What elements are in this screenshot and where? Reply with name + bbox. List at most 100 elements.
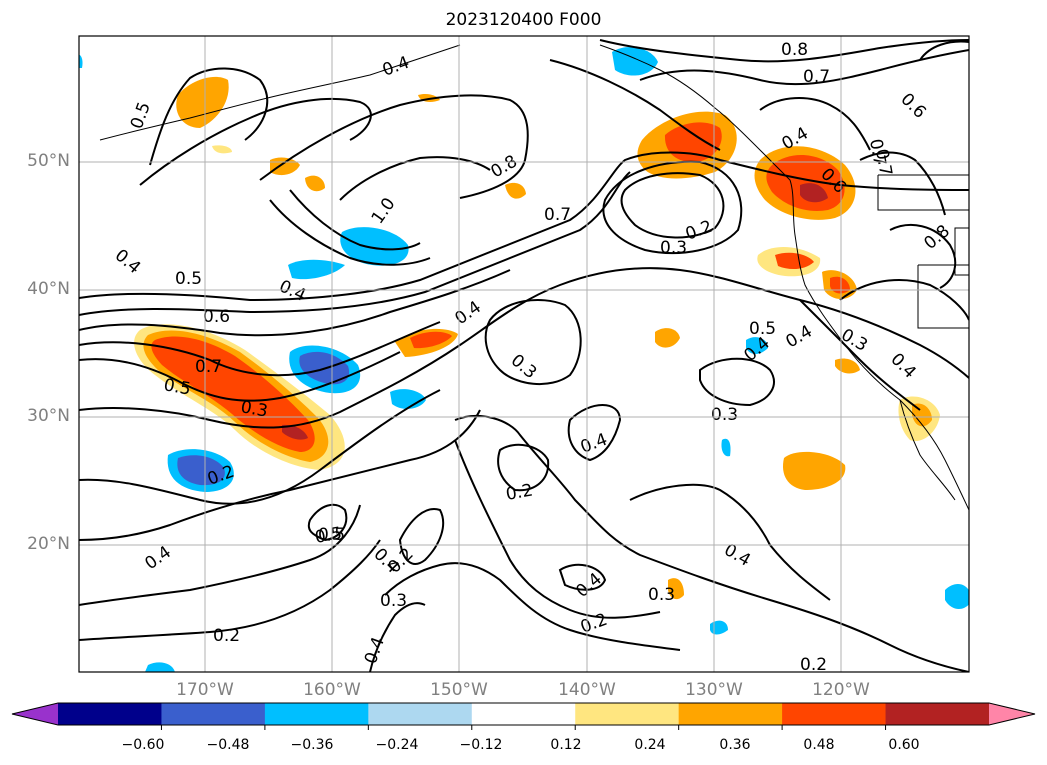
shaded-positive-region xyxy=(305,175,325,192)
contour-line xyxy=(79,151,969,302)
colorbar-segment xyxy=(575,703,680,725)
colorbar-tick-label: 0.12 xyxy=(550,737,582,753)
shaded-positive-region xyxy=(782,451,846,490)
lon-label: 170°W xyxy=(176,680,234,700)
contour-label: 0.8 xyxy=(781,40,808,60)
colorbar-tick-label: 0.60 xyxy=(888,737,920,753)
contour-line xyxy=(289,189,421,251)
lat-label: 20°N xyxy=(27,534,70,554)
colorbar-extend-high xyxy=(989,703,1035,725)
contour-label: 0.5 xyxy=(162,375,192,399)
contour-line xyxy=(484,299,582,386)
contour-line xyxy=(549,59,721,151)
contour-line xyxy=(384,562,681,651)
contour-label: 0.5 xyxy=(175,269,202,289)
shaded-negative-region xyxy=(746,337,768,354)
contour-line xyxy=(79,389,441,505)
shaded-negative-region xyxy=(288,259,345,280)
contour-label: 0.3 xyxy=(660,238,687,258)
shaded-negative-region xyxy=(945,584,969,609)
contour-label: 0.3 xyxy=(239,397,269,421)
colorbar-tick-label: 0.48 xyxy=(803,737,835,753)
shaded-positive-region xyxy=(668,578,684,600)
lat-label: 40°N xyxy=(27,279,70,299)
contour-label: 0.5 xyxy=(749,319,776,339)
shaded-positive-region xyxy=(912,403,932,427)
colorbar-tick-label: −0.12 xyxy=(459,737,503,753)
shaded-negative-region xyxy=(145,662,175,672)
shaded-positive-region xyxy=(212,145,232,154)
colorbar-outline xyxy=(11,702,1036,726)
contour-line xyxy=(599,39,969,63)
contour-label: 0.5 xyxy=(313,524,343,548)
gridlines xyxy=(79,36,969,672)
contour-label: 0.7 xyxy=(195,357,222,377)
colorbar-tick-label: 0.36 xyxy=(719,737,751,753)
colorbar-segment xyxy=(678,703,783,725)
lon-label: 160°W xyxy=(303,680,361,700)
contour-line xyxy=(269,199,431,266)
shaded-negative-region xyxy=(177,455,225,486)
colorbar-segment xyxy=(471,703,576,725)
lon-label: 140°W xyxy=(558,680,616,700)
colorbar-extend-low xyxy=(12,703,58,725)
colorbar-segment xyxy=(885,703,990,725)
contour-line xyxy=(79,504,361,606)
colorbar-segment xyxy=(368,703,473,725)
contour-line xyxy=(79,539,381,641)
shaded-positive-region xyxy=(830,276,850,294)
lon-label: 130°W xyxy=(685,680,743,700)
colorbar-tick-label: 0.24 xyxy=(634,737,666,753)
contour-line xyxy=(307,503,348,542)
colorbar-segment xyxy=(264,703,369,725)
shaded-negative-region xyxy=(390,389,426,409)
shaded-positive-region xyxy=(775,252,814,270)
shaded-positive-region xyxy=(800,183,828,203)
contour-line xyxy=(454,415,969,672)
contour-line xyxy=(567,404,622,462)
contour-line xyxy=(639,49,969,86)
contour-label: 0.7 xyxy=(803,67,830,87)
map-frame xyxy=(78,35,970,673)
contour-line xyxy=(919,40,969,61)
shaded-negative-region xyxy=(340,227,409,266)
colorbar-tick-label: −0.60 xyxy=(121,737,165,753)
map-title: 2023120400 F000 xyxy=(445,10,602,30)
lon-label: 150°W xyxy=(430,680,488,700)
contour-line xyxy=(602,160,743,255)
contour-line xyxy=(149,67,269,166)
colorbar-segment xyxy=(782,703,887,725)
coastline xyxy=(99,44,461,141)
contour-label: 0.7 xyxy=(544,205,571,225)
contour-label: 0.6 xyxy=(203,307,230,327)
contour-line xyxy=(889,224,957,289)
contour-line xyxy=(79,269,511,337)
contour-line xyxy=(799,299,921,411)
contour-line xyxy=(629,483,831,601)
shaded-negative-region xyxy=(721,438,731,457)
colorbar-tick-label: −0.24 xyxy=(375,737,419,753)
colorbar-tick-label: −0.36 xyxy=(290,737,334,753)
contour-line xyxy=(79,321,441,377)
lon-label: 120°W xyxy=(812,680,870,700)
colorbar-segment xyxy=(58,703,162,725)
contour-line xyxy=(79,409,481,541)
shaded-negative-region xyxy=(79,54,83,68)
contour-label: 0.3 xyxy=(380,591,407,611)
contour-line xyxy=(759,97,871,151)
contour-line xyxy=(620,172,725,239)
contour-line xyxy=(454,439,661,619)
contour-line xyxy=(259,94,529,199)
contour-line xyxy=(859,151,946,216)
contour-label: 0.3 xyxy=(711,405,738,425)
coastline xyxy=(877,174,969,329)
shaded-positive-region xyxy=(505,182,526,199)
contour-label: 0.2 xyxy=(800,655,827,675)
contour-label: 0.2 xyxy=(213,626,240,646)
shaded-positive-region xyxy=(151,336,315,452)
shaded-positive-region xyxy=(176,76,229,128)
contour-label: 0.3 xyxy=(648,585,675,605)
contour-line xyxy=(497,443,550,492)
contour-line xyxy=(398,508,445,565)
